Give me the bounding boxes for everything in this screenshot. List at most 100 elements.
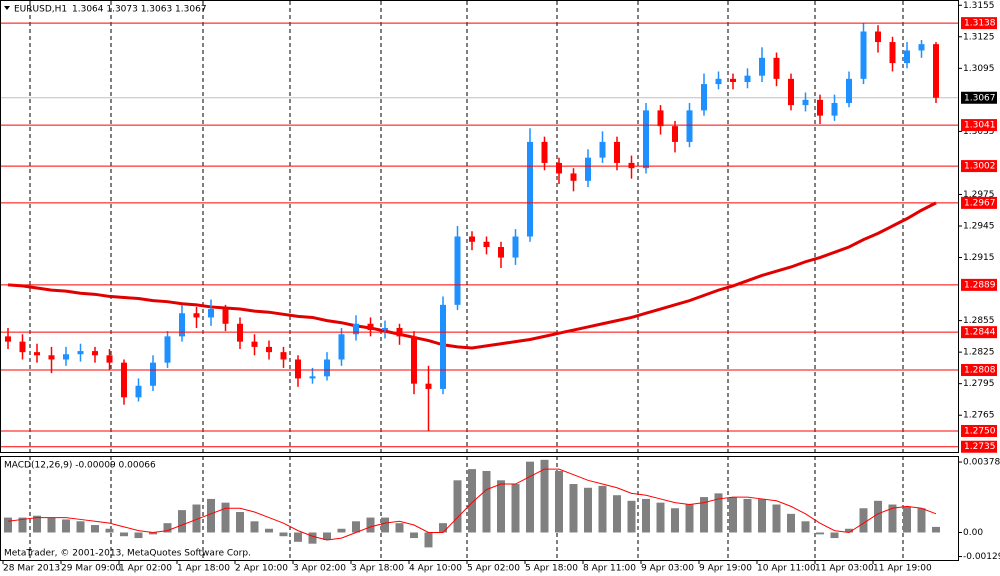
candle-body bbox=[512, 236, 519, 258]
macd-bar bbox=[845, 528, 853, 533]
level-label: 1.3041 bbox=[964, 121, 996, 131]
macd-bar bbox=[192, 504, 201, 533]
candle-body bbox=[570, 173, 577, 181]
candle-body bbox=[759, 57, 765, 76]
candle-body bbox=[686, 110, 693, 142]
candle-body bbox=[48, 355, 55, 360]
x-tick-label: 11 Apr 03:00 bbox=[815, 564, 874, 574]
candle-body bbox=[556, 162, 562, 174]
macd-signal bbox=[7, 468, 937, 541]
symbol: EURUSD,H1 bbox=[14, 5, 67, 15]
macd-bar bbox=[656, 502, 665, 533]
x-tick-label: 3 Apr 02:00 bbox=[293, 564, 346, 574]
candle-body bbox=[483, 241, 490, 248]
macd-bar bbox=[743, 498, 752, 533]
macd-bar bbox=[47, 517, 56, 533]
level-label: 1.2844 bbox=[964, 328, 996, 338]
y-tick-label: 1.2855 bbox=[963, 316, 995, 326]
level-tag bbox=[961, 424, 997, 437]
y-tick-label: 1.3035 bbox=[963, 127, 995, 137]
y-tick-label: 1.3095 bbox=[963, 64, 995, 74]
level-label: 1.2967 bbox=[964, 198, 996, 208]
x-tick-label: 2 Apr 10:00 bbox=[235, 564, 288, 574]
candle-body bbox=[614, 141, 620, 163]
candle-body bbox=[208, 309, 214, 318]
x-tick-label: 9 Apr 03:00 bbox=[641, 564, 694, 574]
candle-body bbox=[179, 313, 185, 337]
copyright: MetaTrader, © 2001-2013, MetaQuotes Soft… bbox=[4, 549, 251, 559]
candle-body bbox=[904, 50, 910, 64]
level-tag bbox=[961, 17, 997, 30]
macd-bar bbox=[424, 532, 433, 548]
y-tick-label: 1.2795 bbox=[963, 379, 995, 389]
level-tag bbox=[961, 278, 997, 291]
x-tick-label: 3 Apr 18:00 bbox=[351, 564, 404, 574]
y-tick-label: 1.3125 bbox=[963, 32, 995, 42]
candle-body bbox=[744, 75, 751, 82]
candle-body bbox=[164, 336, 171, 363]
candle-body bbox=[802, 99, 809, 106]
candle-body bbox=[34, 352, 40, 356]
macd-bar bbox=[120, 532, 128, 537]
macd-bar bbox=[729, 497, 737, 533]
macd-bar bbox=[787, 513, 795, 533]
macd-bar bbox=[613, 495, 621, 533]
macd-bar bbox=[207, 498, 215, 533]
candle-body bbox=[643, 110, 649, 169]
macd-bar bbox=[526, 461, 534, 533]
x-tick-label: 28 Mar 2013 bbox=[3, 564, 60, 574]
macd-tick-label: 0.00 bbox=[963, 528, 983, 538]
macd-bar bbox=[801, 521, 810, 533]
macd-bar bbox=[250, 521, 259, 533]
macd-bar bbox=[584, 487, 592, 533]
level-tag bbox=[961, 196, 997, 209]
candle-body bbox=[135, 385, 142, 398]
macd-bar bbox=[888, 504, 897, 533]
macd-bar bbox=[279, 532, 288, 537]
x-tick-label: 29 Mar 09:00 bbox=[61, 564, 121, 574]
candle-body bbox=[425, 383, 432, 389]
candle-body bbox=[324, 359, 330, 377]
candle-body bbox=[628, 162, 635, 169]
candle-body bbox=[701, 84, 707, 111]
x-tick-label: 4 Apr 10:00 bbox=[409, 564, 462, 574]
level-label: 1.2750 bbox=[964, 426, 996, 436]
candle-body bbox=[657, 110, 664, 127]
macd-bar bbox=[700, 497, 708, 533]
macd-bar bbox=[468, 469, 476, 533]
y-tick-label: 1.2945 bbox=[963, 222, 995, 232]
macd-tick-label: 0.00378 bbox=[963, 458, 1000, 468]
candle-body bbox=[353, 323, 359, 335]
candle-body bbox=[237, 323, 243, 342]
level-tag bbox=[961, 440, 997, 453]
macd-bar bbox=[714, 493, 723, 533]
day-separators bbox=[29, 1, 904, 560]
candle-body bbox=[933, 44, 939, 98]
candle-body bbox=[309, 376, 316, 379]
macd-bar bbox=[18, 517, 27, 533]
x-tick-label: 11 Apr 19:00 bbox=[873, 564, 932, 574]
candle-body bbox=[280, 352, 287, 360]
x-tick-label: 10 Apr 11:00 bbox=[757, 564, 816, 574]
macd-bar bbox=[163, 523, 172, 533]
y-tick-label: 1.2825 bbox=[963, 348, 995, 358]
candle-body bbox=[788, 78, 794, 106]
macd-bar bbox=[395, 523, 404, 533]
macd-bar bbox=[903, 506, 911, 533]
level-label: 1.2889 bbox=[964, 280, 996, 290]
y-tick-label: 1.3155 bbox=[963, 1, 995, 11]
macd-bar bbox=[381, 517, 389, 533]
macd-bar bbox=[308, 532, 317, 544]
macd-bar bbox=[758, 498, 766, 533]
level-label: 1.2735 bbox=[964, 442, 996, 452]
macd-bar bbox=[482, 470, 491, 533]
candle-body bbox=[715, 78, 722, 85]
macd-bar bbox=[859, 508, 868, 533]
level-label: 1.2808 bbox=[964, 366, 996, 376]
current-price-label: 1.3067 bbox=[964, 93, 996, 103]
candle-body bbox=[5, 336, 11, 342]
y-tick-label: 1.2975 bbox=[963, 190, 995, 200]
candle-body bbox=[382, 327, 388, 331]
menu-arrow[interactable] bbox=[4, 6, 10, 10]
